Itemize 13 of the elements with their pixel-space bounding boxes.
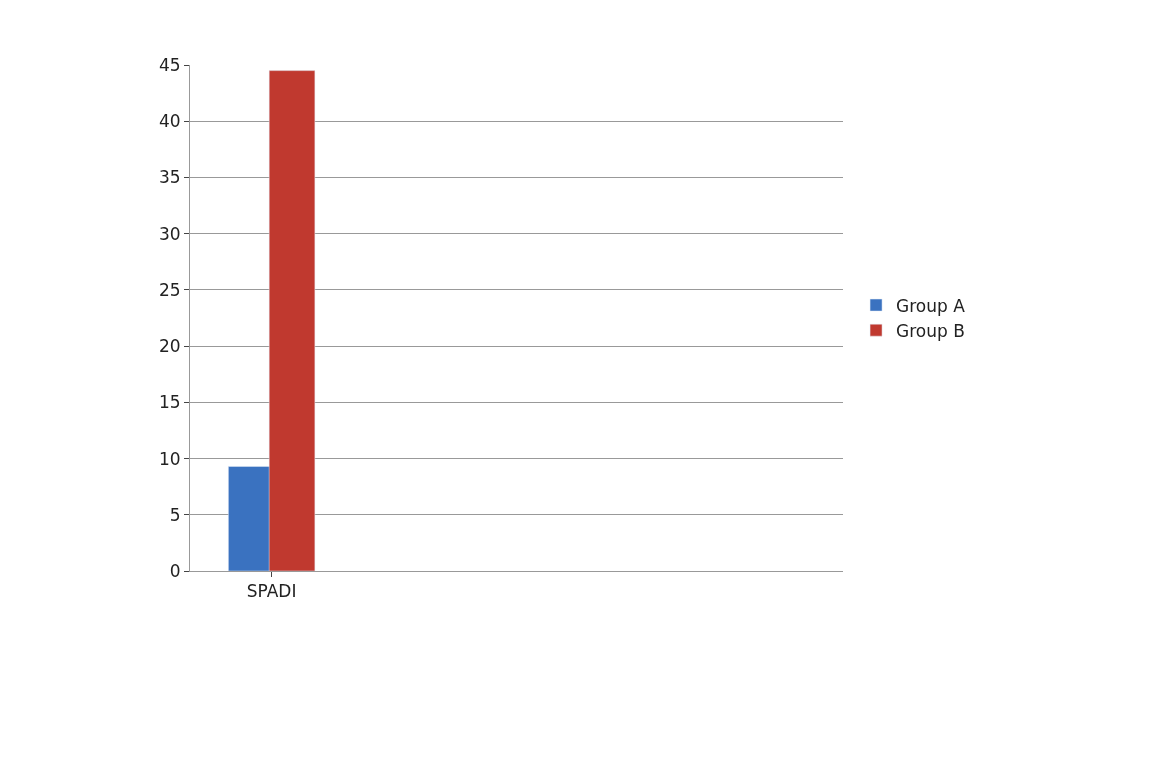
y-tick-label: 20 (158, 336, 181, 357)
legend-label: Group B (896, 320, 965, 341)
y-tick-label: 35 (158, 167, 181, 188)
y-tick-label: 15 (158, 392, 181, 413)
y-tick-label: 25 (158, 279, 181, 300)
y-tick-label: 45 (158, 54, 181, 75)
x-tick-label: SPADI (246, 581, 297, 602)
y-tick-label: 10 (158, 448, 181, 469)
y-tick-label: 40 (158, 111, 181, 132)
y-tick-label: 0 (169, 560, 181, 581)
legend-label: Group A (896, 295, 966, 316)
y-tick-label: 30 (158, 223, 181, 244)
y-tick-label: 5 (169, 504, 181, 525)
